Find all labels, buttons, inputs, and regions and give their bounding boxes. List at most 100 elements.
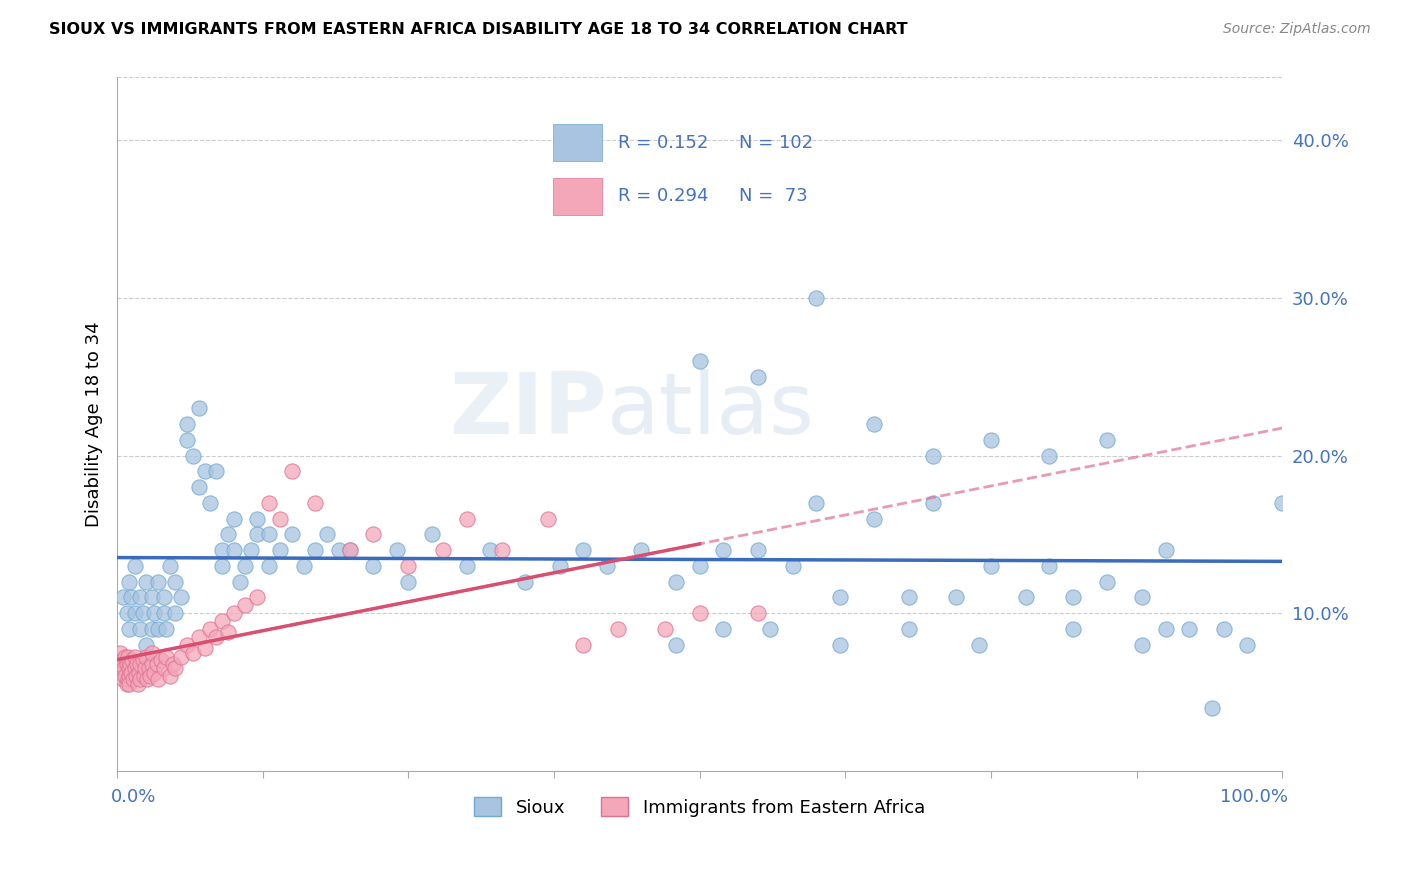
Legend: Sioux, Immigrants from Eastern Africa: Sioux, Immigrants from Eastern Africa [467,790,932,824]
Point [228,574,250,589]
Point [630,543,652,558]
Point [665,574,688,589]
Point [141,657,163,671]
Point [117,673,139,687]
Point [120,665,142,680]
Point [138,661,160,675]
Point [980,433,1002,447]
Point [246,591,269,605]
Text: SIOUX VS IMMIGRANTS FROM EASTERN AFRICA DISABILITY AGE 18 TO 34 CORRELATION CHAR: SIOUX VS IMMIGRANTS FROM EASTERN AFRICA … [49,22,908,37]
Point [491,543,513,558]
Point [110,657,132,671]
Point [281,464,304,478]
Point [108,646,131,660]
Point [246,511,269,525]
Point [135,574,157,589]
Point [363,558,385,573]
Point [165,574,187,589]
Point [1154,543,1177,558]
Point [257,558,280,573]
Point [711,622,734,636]
Point [363,527,385,541]
Point [155,650,177,665]
Point [125,657,148,671]
Point [572,543,595,558]
Point [304,543,326,558]
Point [118,661,141,675]
Point [257,496,280,510]
Point [170,591,193,605]
Text: 0.0%: 0.0% [111,788,156,806]
Point [1097,574,1119,589]
Point [292,558,315,573]
Point [141,591,163,605]
Point [432,543,454,558]
Point [222,543,245,558]
Point [134,661,156,675]
Point [200,496,222,510]
Point [339,543,361,558]
Point [339,543,361,558]
Point [146,673,169,687]
Point [921,496,943,510]
Point [385,543,408,558]
Y-axis label: Disability Age 18 to 34: Disability Age 18 to 34 [86,321,103,527]
Point [141,646,163,660]
Point [1236,638,1258,652]
Point [120,591,142,605]
Point [257,527,280,541]
Point [689,354,711,368]
Text: ZIP: ZIP [449,368,606,451]
Point [513,574,536,589]
Point [240,543,263,558]
Point [111,653,134,667]
Point [128,665,150,680]
Point [828,591,851,605]
Point [1062,591,1084,605]
Point [211,614,233,628]
Point [117,650,139,665]
Point [187,401,209,416]
Point [150,653,173,667]
Point [193,640,215,655]
Point [747,543,769,558]
Point [118,657,141,671]
Point [217,625,239,640]
Point [143,606,166,620]
Point [572,638,595,652]
Point [176,638,198,652]
Point [921,449,943,463]
Point [114,650,136,665]
Point [124,661,146,675]
Point [328,543,350,558]
Point [217,527,239,541]
Point [246,527,269,541]
Text: atlas: atlas [606,368,814,451]
Point [124,650,146,665]
Point [111,673,134,687]
Point [152,591,174,605]
Point [129,622,152,636]
Point [118,677,141,691]
Point [152,606,174,620]
Point [1062,622,1084,636]
Point [159,558,181,573]
Point [187,630,209,644]
Point [165,661,187,675]
Point [980,558,1002,573]
Point [193,464,215,478]
Point [181,646,204,660]
Point [233,599,256,613]
Point [111,665,134,680]
Point [456,558,478,573]
Point [537,511,560,525]
Point [689,606,711,620]
Point [115,677,138,691]
Point [124,606,146,620]
Point [129,591,152,605]
Point [146,574,169,589]
Point [1178,622,1201,636]
Point [828,638,851,652]
Point [479,543,502,558]
Point [136,673,159,687]
